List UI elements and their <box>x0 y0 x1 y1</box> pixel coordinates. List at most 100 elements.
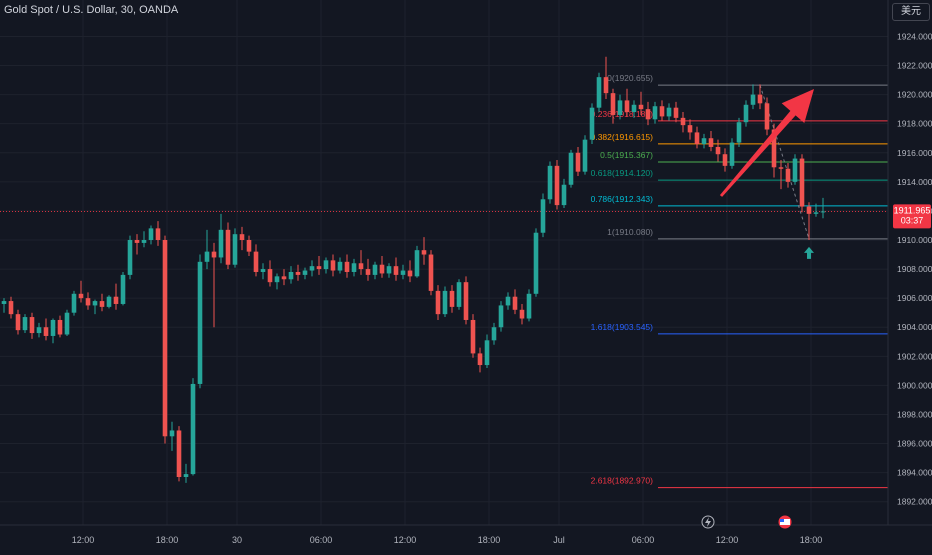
candle[interactable] <box>106 295 112 309</box>
candle[interactable] <box>400 264 406 280</box>
candle[interactable] <box>407 260 413 283</box>
candle[interactable] <box>358 250 364 275</box>
candle[interactable] <box>288 266 294 284</box>
candle[interactable] <box>274 273 280 290</box>
candle[interactable] <box>169 421 175 451</box>
candle[interactable] <box>589 103 595 145</box>
candle[interactable] <box>792 154 798 185</box>
candle[interactable] <box>148 225 154 245</box>
candle[interactable] <box>687 119 693 140</box>
candle[interactable] <box>701 133 707 149</box>
candle[interactable] <box>477 347 483 373</box>
candle[interactable] <box>638 91 644 115</box>
candle[interactable] <box>491 322 497 345</box>
candle[interactable] <box>120 271 126 306</box>
candle[interactable] <box>309 260 315 277</box>
candle[interactable] <box>498 301 504 332</box>
candle[interactable] <box>225 222 231 270</box>
candle[interactable] <box>652 101 658 124</box>
candle[interactable] <box>449 285 455 313</box>
candle[interactable] <box>267 260 273 287</box>
candle[interactable] <box>99 293 105 312</box>
candle[interactable] <box>127 235 133 280</box>
candle[interactable] <box>176 426 182 482</box>
candle[interactable] <box>344 254 350 278</box>
candle[interactable] <box>435 285 441 320</box>
candle[interactable] <box>162 235 168 444</box>
candle[interactable] <box>659 100 665 121</box>
candle[interactable] <box>603 56 609 99</box>
candle[interactable] <box>568 149 574 188</box>
candle[interactable] <box>43 318 49 341</box>
currency-button[interactable]: 美元 <box>892 3 930 21</box>
candle[interactable] <box>806 202 812 240</box>
candle[interactable] <box>134 234 140 255</box>
candle[interactable] <box>260 263 266 280</box>
candle[interactable] <box>820 197 826 219</box>
flag-icon[interactable] <box>778 515 792 529</box>
candle[interactable] <box>428 250 434 296</box>
candle[interactable] <box>183 463 189 483</box>
candle[interactable] <box>190 378 196 476</box>
candle[interactable] <box>246 235 252 256</box>
candle[interactable] <box>78 280 84 303</box>
candle[interactable] <box>813 203 819 217</box>
candle[interactable] <box>694 126 700 149</box>
candle[interactable] <box>22 314 28 334</box>
candle[interactable] <box>554 160 560 210</box>
candle[interactable] <box>211 242 217 328</box>
up-arrow-icon[interactable] <box>719 89 814 197</box>
candle[interactable] <box>617 94 623 120</box>
candle[interactable] <box>624 88 630 117</box>
candle[interactable] <box>666 103 672 121</box>
candle[interactable] <box>379 255 385 278</box>
candles-layer[interactable] <box>1 56 826 483</box>
candle[interactable] <box>785 162 791 188</box>
candle[interactable] <box>85 292 91 310</box>
candle[interactable] <box>673 101 679 123</box>
candle[interactable] <box>8 296 14 319</box>
candle[interactable] <box>372 261 378 280</box>
candle[interactable] <box>708 130 714 152</box>
candle[interactable] <box>323 257 329 274</box>
candle[interactable] <box>71 290 77 316</box>
candle[interactable] <box>799 154 805 213</box>
candle[interactable] <box>505 292 511 310</box>
candle[interactable] <box>610 88 616 124</box>
candle[interactable] <box>295 264 301 281</box>
candle[interactable] <box>386 263 392 278</box>
candle[interactable] <box>113 283 119 310</box>
candle[interactable] <box>778 160 784 190</box>
buy-arrow-icon[interactable] <box>804 246 814 259</box>
candle[interactable] <box>512 289 518 315</box>
candle[interactable] <box>736 117 742 147</box>
candle[interactable] <box>57 315 63 338</box>
candle[interactable] <box>764 97 770 136</box>
candle[interactable] <box>582 135 588 175</box>
candle[interactable] <box>715 139 721 162</box>
candle[interactable] <box>330 254 336 277</box>
candle[interactable] <box>232 228 238 268</box>
candle[interactable] <box>750 84 756 110</box>
candle[interactable] <box>757 84 763 110</box>
candle[interactable] <box>365 258 371 281</box>
candle[interactable] <box>729 138 735 169</box>
candle[interactable] <box>218 213 224 264</box>
candle[interactable] <box>645 101 651 126</box>
candle[interactable] <box>36 322 42 338</box>
candle[interactable] <box>596 72 602 113</box>
candle[interactable] <box>442 286 448 318</box>
candle[interactable] <box>141 231 147 248</box>
candle[interactable] <box>743 100 749 127</box>
candle[interactable] <box>547 161 553 204</box>
candle[interactable] <box>302 267 308 280</box>
candle[interactable] <box>197 254 203 389</box>
candle[interactable] <box>253 244 259 277</box>
candle[interactable] <box>393 257 399 281</box>
candle[interactable] <box>421 237 427 265</box>
candle[interactable] <box>414 245 420 278</box>
candle[interactable] <box>351 258 357 277</box>
candle[interactable] <box>526 289 532 322</box>
